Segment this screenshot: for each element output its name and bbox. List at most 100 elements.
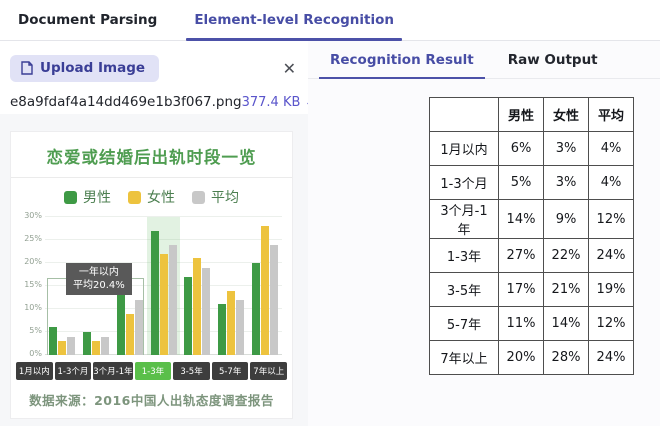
legend-label: 平均 bbox=[211, 190, 239, 206]
x-axis-label: 3-5年 bbox=[173, 362, 210, 380]
gridline bbox=[45, 239, 282, 240]
bar-group bbox=[113, 217, 147, 355]
value-cell: 21% bbox=[543, 272, 589, 307]
uploaded-file-row: e8a9fdaf4a14dd469e1b3f067.png 377.4 KB ↓ bbox=[10, 90, 315, 114]
x-axis-label: 5-7年 bbox=[211, 362, 249, 380]
tab-recognition-result[interactable]: Recognition Result bbox=[319, 41, 485, 79]
bar-男性 bbox=[184, 276, 193, 355]
y-axis-tick-label: 25% bbox=[24, 234, 42, 243]
x-axis-label: 1-3年 bbox=[134, 362, 172, 380]
top-tab-bar: Document Parsing Element-level Recogniti… bbox=[0, 0, 660, 41]
bar-group bbox=[180, 217, 214, 355]
file-size: 377.4 KB bbox=[241, 94, 301, 110]
value-cell: 28% bbox=[543, 340, 589, 375]
annotation-line2: 平均20.4% bbox=[73, 280, 125, 291]
file-size-download-link[interactable]: 377.4 KB ↓ bbox=[242, 95, 316, 110]
chart-title: 恋爱或结婚后出轨时段一览 bbox=[46, 148, 257, 167]
x-axis-label: 7年以上 bbox=[250, 362, 288, 380]
x-axis-label: 3个月-1年 bbox=[93, 362, 133, 380]
table-row: 3个月-1年 14% 9% 12% bbox=[429, 199, 634, 239]
value-cell: 5% bbox=[498, 165, 544, 200]
tab-document-parsing[interactable]: Document Parsing bbox=[18, 12, 158, 28]
bar-男性 bbox=[116, 290, 125, 355]
bar-平均 bbox=[168, 244, 177, 355]
table-head: 男性 女性 平均 bbox=[429, 97, 634, 132]
value-cell: 6% bbox=[498, 131, 544, 166]
bar-女性 bbox=[193, 258, 202, 355]
y-axis-tick-label: 10% bbox=[24, 303, 42, 312]
table-header-cell: 男性 bbox=[498, 97, 544, 132]
value-cell: 12% bbox=[588, 306, 634, 341]
bar-男性 bbox=[252, 263, 261, 355]
value-cell: 3% bbox=[543, 131, 589, 166]
legend-swatch bbox=[192, 190, 205, 204]
tab-raw-output[interactable]: Raw Output bbox=[507, 51, 598, 68]
bar-平均 bbox=[202, 267, 211, 355]
bar-女性 bbox=[125, 313, 134, 355]
bar-女性 bbox=[91, 341, 100, 355]
file-icon bbox=[21, 61, 33, 75]
upload-image-button[interactable]: Upload Image bbox=[10, 55, 160, 82]
bar-女性 bbox=[57, 341, 66, 355]
chart-title-divider bbox=[11, 177, 292, 178]
legend-item: 女性 bbox=[128, 187, 175, 207]
legend-swatch bbox=[128, 190, 141, 204]
value-cell: 9% bbox=[543, 199, 589, 239]
value-cell: 4% bbox=[588, 165, 634, 200]
bar-女性 bbox=[261, 226, 270, 355]
bar-平均 bbox=[270, 244, 279, 355]
bar-group bbox=[79, 217, 113, 355]
bar-平均 bbox=[134, 299, 143, 355]
value-cell: 3% bbox=[543, 165, 589, 200]
table-row: 7年以上 20% 28% 24% bbox=[429, 340, 634, 375]
table-row: 1-3个月 5% 3% 4% bbox=[429, 165, 634, 200]
x-axis-label: 1-3个月 bbox=[54, 362, 92, 380]
value-cell: 24% bbox=[588, 238, 634, 273]
value-cell: 17% bbox=[498, 272, 544, 307]
upload-image-label: Upload Image bbox=[40, 60, 146, 76]
bar-男性 bbox=[150, 230, 159, 355]
value-cell: 14% bbox=[543, 306, 589, 341]
x-axis-labels: 1月以内 1-3个月 3个月-1年 1-3年 3-5年 5-7年 7年以上 bbox=[16, 362, 288, 380]
legend-label: 男性 bbox=[83, 190, 111, 206]
legend-item: 平均 bbox=[192, 187, 239, 207]
bar-男性 bbox=[218, 304, 227, 355]
y-axis-tick-label: 0% bbox=[29, 349, 42, 358]
table-corner-cell bbox=[429, 97, 499, 132]
bar-男性 bbox=[48, 327, 57, 355]
chart-source-caption: 数据来源：2016中国人出轨态度调查报告 bbox=[29, 393, 274, 408]
row-label-cell: 3个月-1年 bbox=[429, 199, 499, 239]
recognition-result-table: 男性 女性 平均 1月以内 6% 3% 4% 1-3个月 5% 3% 4% 3个月-1年 14% 9% 1… bbox=[429, 97, 634, 375]
table-row: 1月以内 6% 3% 4% bbox=[429, 131, 634, 166]
bar-女性 bbox=[227, 290, 236, 355]
bar-group bbox=[214, 217, 248, 355]
bar-平均 bbox=[100, 336, 109, 355]
value-cell: 27% bbox=[498, 238, 544, 273]
bar-group bbox=[146, 217, 181, 355]
bar-group bbox=[248, 217, 282, 355]
table-row: 3-5年 17% 21% 19% bbox=[429, 272, 634, 307]
y-axis-tick-label: 5% bbox=[29, 326, 42, 335]
upload-row: Upload Image ✕ bbox=[10, 55, 300, 82]
chart-legend: 男性 女性 平均 bbox=[11, 187, 292, 207]
plot-area: 30% 25% 20% 15% 10% 5% 0% 一年以内 平均20.4% bbox=[19, 212, 284, 358]
annotation-box: 一年以内 平均20.4% bbox=[66, 263, 132, 295]
table-header-cell: 平均 bbox=[588, 97, 634, 132]
value-cell: 20% bbox=[498, 340, 544, 375]
value-cell: 19% bbox=[588, 272, 634, 307]
table-row: 1-3年 27% 22% 24% bbox=[429, 238, 634, 273]
tab-element-level-recognition[interactable]: Element-level Recognition bbox=[186, 0, 402, 41]
file-name: e8a9fdaf4a14dd469e1b3f067.png bbox=[10, 94, 242, 110]
close-icon[interactable]: ✕ bbox=[279, 59, 300, 79]
legend-swatch bbox=[64, 190, 77, 204]
bar-女性 bbox=[159, 253, 168, 355]
row-label-cell: 5-7年 bbox=[429, 306, 499, 341]
row-label-cell: 1-3年 bbox=[429, 238, 499, 273]
bar-平均 bbox=[66, 336, 75, 355]
table-body: 1月以内 6% 3% 4% 1-3个月 5% 3% 4% 3个月-1年 14% 9% 12% 1-3年 2… bbox=[429, 131, 634, 375]
bar-平均 bbox=[236, 299, 245, 355]
table-header-cell: 女性 bbox=[543, 97, 589, 132]
right-panel: Recognition Result Raw Output 男性 女性 平均 1月以… bbox=[308, 41, 660, 426]
y-axis-tick-label: 20% bbox=[24, 257, 42, 266]
